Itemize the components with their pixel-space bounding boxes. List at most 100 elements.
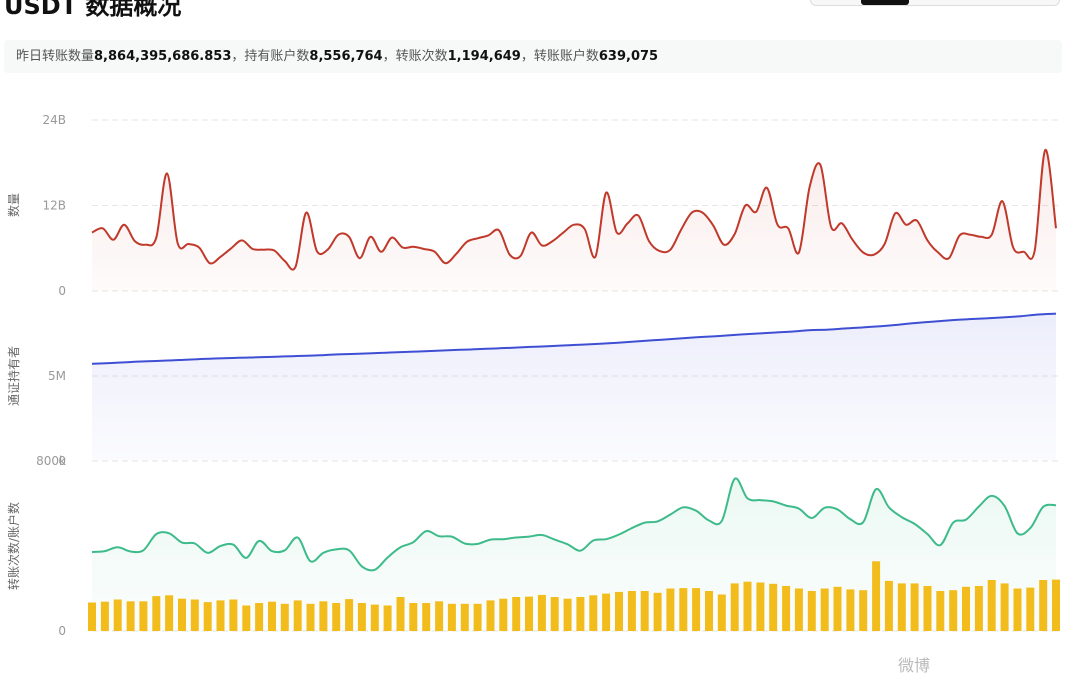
bar-accounts — [756, 582, 765, 631]
bar-accounts — [653, 592, 662, 632]
bar-accounts — [974, 586, 983, 631]
summary-label-holders: 持有账户数 — [244, 49, 310, 64]
page-title: USDT 数据概况 — [4, 0, 182, 20]
summary-bar: 昨日转账数量8,864,395,686.853，持有账户数8,556,764，转… — [4, 40, 1062, 73]
y-tick-label: 24B — [42, 113, 66, 127]
bar-accounts — [550, 597, 559, 631]
bar-accounts — [345, 599, 354, 631]
bar-accounts — [640, 591, 649, 631]
bar-accounts — [473, 603, 482, 631]
bar-accounts — [679, 588, 688, 631]
y-axis-label-transfers: 转账次数/账户数 — [6, 502, 21, 590]
bar-accounts — [88, 602, 96, 631]
summary-sep: ， — [382, 49, 396, 64]
bar-accounts — [743, 581, 752, 631]
bar-accounts — [357, 603, 366, 631]
bar-accounts — [383, 605, 392, 631]
bar-accounts — [512, 597, 521, 631]
bar-accounts — [627, 591, 636, 631]
series-line-amount — [91, 148, 1057, 271]
bar-accounts — [846, 589, 855, 631]
summary-value-holders: 8,556,764 — [309, 49, 383, 64]
bar-accounts — [203, 602, 212, 631]
y-tick-label: 12B — [42, 199, 66, 213]
area-fill-amount — [92, 149, 1056, 291]
bar-accounts — [949, 590, 958, 631]
bar-accounts — [255, 603, 264, 631]
bar-accounts — [884, 580, 893, 631]
bar-accounts — [396, 597, 405, 631]
y-tick-label: 0 — [58, 454, 66, 468]
bar-accounts — [602, 593, 611, 631]
bar-accounts — [447, 603, 456, 631]
bar-accounts — [936, 591, 945, 631]
bar-accounts — [730, 583, 739, 631]
y-axis-label-amount: 数量 — [6, 193, 21, 217]
bar-accounts — [460, 603, 469, 631]
bar-accounts — [242, 605, 251, 631]
summary-label-tx-count: 转账次数 — [395, 49, 448, 64]
bar-accounts — [229, 599, 238, 631]
bar-accounts — [807, 591, 816, 631]
bar-accounts — [923, 586, 932, 631]
bar-accounts — [1013, 588, 1022, 631]
bar-accounts — [126, 601, 135, 632]
bar-accounts — [332, 603, 341, 631]
y-axis-label-holders: 通证持有者 — [6, 346, 21, 406]
bar-accounts — [563, 598, 572, 631]
y-tick-label: 800k — [36, 454, 66, 468]
bar-accounts — [525, 596, 533, 631]
bar-accounts — [910, 583, 919, 631]
summary-value-amount: 8,864,395,686.853 — [94, 49, 232, 64]
bar-accounts — [769, 583, 778, 631]
bar-accounts — [833, 586, 842, 631]
bar-accounts — [705, 591, 713, 631]
bar-accounts — [293, 600, 302, 631]
bar-accounts — [692, 588, 701, 631]
bar-accounts — [962, 586, 970, 631]
bar-accounts — [268, 601, 276, 631]
bar-accounts — [435, 601, 444, 632]
summary-value-accounts: 639,075 — [598, 49, 659, 64]
series-line-holders — [91, 312, 1057, 365]
bar-accounts — [152, 596, 161, 631]
bar-accounts — [280, 603, 289, 631]
bar-accounts — [306, 603, 315, 631]
bar-accounts — [782, 586, 791, 631]
bar-accounts — [499, 598, 508, 631]
bar-accounts — [717, 594, 726, 631]
y-tick-label: 0 — [58, 284, 66, 298]
bar-accounts — [486, 600, 495, 631]
bar-accounts — [987, 580, 996, 631]
y-tick-label: 5M — [48, 369, 66, 383]
bar-accounts — [319, 601, 328, 632]
bar-accounts — [1026, 587, 1035, 631]
bar-accounts — [178, 598, 186, 631]
bar-accounts — [139, 601, 148, 632]
bar-accounts — [859, 590, 868, 631]
summary-sep: ， — [231, 49, 245, 64]
bar-accounts — [794, 588, 803, 631]
summary-label-amount: 昨日转账数量 — [16, 49, 95, 64]
bar-accounts — [422, 603, 431, 631]
bar-accounts — [165, 595, 174, 631]
watermark: 微博 — [898, 656, 931, 675]
area-fill-holders — [92, 313, 1056, 461]
y-tick-label: 0 — [58, 624, 66, 638]
series-line-transfers — [91, 477, 1057, 572]
bar-accounts — [872, 561, 881, 631]
bar-accounts — [666, 588, 675, 631]
summary-sep: ， — [520, 49, 534, 64]
bar-accounts — [897, 583, 906, 631]
bar-accounts — [1039, 580, 1048, 631]
bar-accounts — [190, 599, 199, 631]
bar-accounts — [589, 595, 598, 631]
bar-accounts — [100, 601, 109, 631]
bar-accounts — [537, 594, 546, 631]
bar-accounts — [216, 600, 225, 631]
summary-label-accounts: 转账账户数 — [533, 49, 599, 64]
range-option-active[interactable] — [861, 0, 909, 5]
bar-accounts — [370, 604, 379, 631]
bar-accounts — [113, 599, 122, 631]
